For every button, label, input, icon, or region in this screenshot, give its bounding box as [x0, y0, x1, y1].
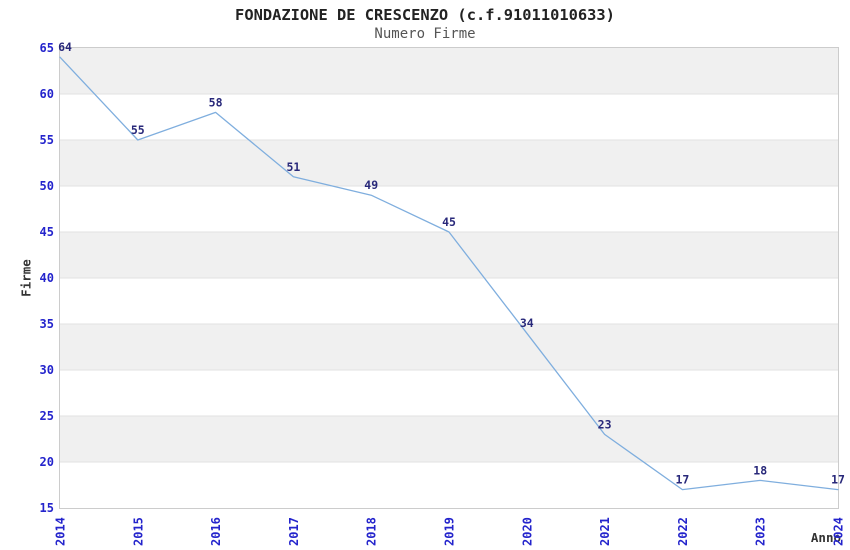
x-tick-label: 2021 — [598, 517, 612, 546]
x-tick-label: 2023 — [754, 517, 768, 546]
data-label: 51 — [286, 160, 300, 174]
chart-title: FONDAZIONE DE CRESCENZO (c.f.91011010633… — [235, 6, 615, 24]
x-axis-title: Anno — [810, 530, 841, 545]
x-tick-label: 2014 — [54, 517, 68, 546]
data-label: 58 — [209, 95, 223, 109]
y-tick-label: 25 — [40, 409, 54, 423]
grid-band — [60, 48, 838, 94]
x-tick-label: 2018 — [365, 517, 379, 546]
y-tick-label: 55 — [40, 133, 54, 147]
grid-band — [60, 416, 838, 462]
x-tick-label: 2017 — [287, 517, 301, 546]
y-tick-label: 45 — [40, 225, 54, 239]
data-label: 18 — [753, 463, 767, 477]
y-tick-label: 35 — [40, 317, 54, 331]
y-tick-label: 60 — [40, 87, 54, 101]
grid-band — [60, 232, 838, 278]
data-label: 34 — [520, 316, 534, 330]
grid-band — [60, 140, 838, 186]
plot-border — [59, 47, 839, 509]
data-label: 64 — [58, 40, 72, 54]
y-tick-label: 65 — [40, 41, 54, 55]
x-tick-label: 2019 — [443, 517, 457, 546]
y-tick-label: 30 — [40, 363, 54, 377]
data-label: 45 — [442, 215, 456, 229]
x-tick-label: 2020 — [520, 517, 534, 546]
data-label: 55 — [131, 123, 145, 137]
data-label: 23 — [598, 417, 612, 431]
data-label: 49 — [364, 178, 378, 192]
y-tick-label: 40 — [40, 271, 54, 285]
x-tick-label: 2015 — [131, 517, 145, 546]
y-tick-label: 15 — [40, 501, 54, 515]
x-tick-label: 2022 — [676, 517, 690, 546]
data-label: 17 — [831, 473, 845, 487]
data-label: 17 — [675, 473, 689, 487]
y-tick-label: 20 — [40, 455, 54, 469]
grid-band — [60, 324, 838, 370]
y-tick-label: 50 — [40, 179, 54, 193]
x-tick-label: 2024 — [832, 517, 846, 546]
data-line — [59, 56, 839, 491]
chart-subtitle: Numero Firme — [374, 26, 476, 42]
x-tick-label: 2016 — [209, 517, 223, 546]
